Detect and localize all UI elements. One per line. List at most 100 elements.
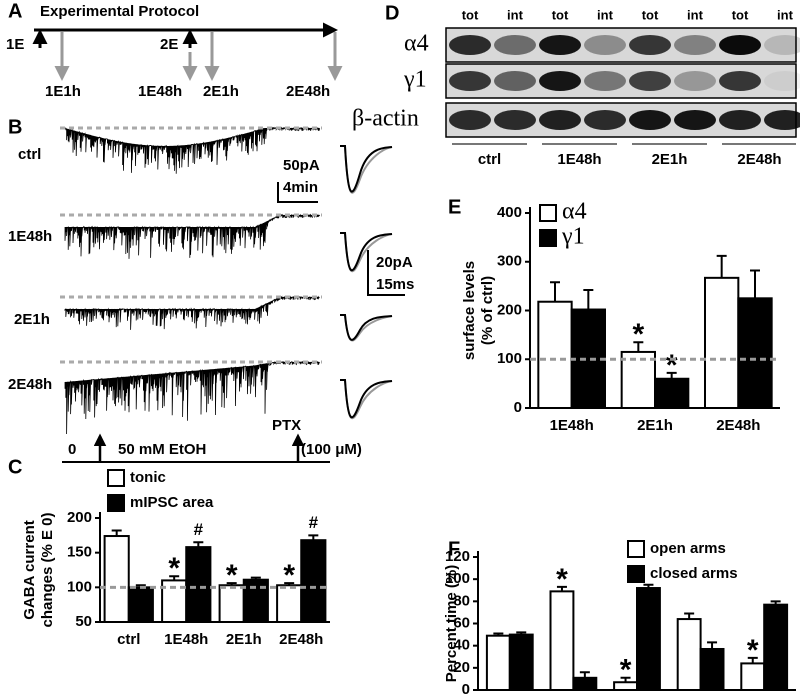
legend-swatch [539,229,557,247]
error-bar [716,254,727,278]
timepoint-label: 1E1h [45,83,81,100]
band [764,35,800,55]
significance-marker: # [194,520,204,539]
y-axis-label: surface levels [461,261,478,360]
band [584,35,626,55]
timepoint-label: 2E1h [203,83,239,100]
panel-label: F [448,538,460,560]
bar [485,634,511,691]
y-tick-label: 20 [453,659,470,676]
legend-swatch [107,469,125,487]
y-tick-label: 100 [445,570,470,587]
bar [572,676,598,692]
y-tick-label: 0 [462,681,470,695]
y-tick-label: 400 [497,204,522,221]
significance-marker: * [747,634,759,667]
lane-label: int [507,7,524,22]
error-bar [684,612,695,620]
drug-label: 50 mM EtOH [118,441,206,458]
error-bar [193,541,204,548]
trace [64,295,320,330]
average-current [340,379,393,419]
bar [103,535,130,624]
trace [64,126,320,174]
error-bar [226,582,237,586]
lane-label: tot [732,7,749,22]
blocker-label: PTX [272,417,301,434]
legend-label: mIPSC area [130,494,214,511]
error-bar [620,676,631,683]
average-current [340,379,393,419]
error-bar [770,600,781,605]
bar [737,297,773,409]
bar [654,377,690,409]
trace-label: 1E48h [8,228,52,245]
significance-marker: * [556,563,568,596]
y-tick-label: 200 [67,509,92,526]
timepoint-label: 2E48h [286,83,330,100]
start-label: 0 [68,441,76,458]
y-tick-label: 120 [445,548,470,565]
trace-label: 2E1h [14,311,50,328]
traces [60,126,393,435]
legend-swatch [107,494,125,512]
y-axis-label: (% of ctrl) [479,276,496,345]
legend-label: α4 [562,199,587,225]
scale-label: 20pA [376,254,413,271]
significance-marker: * [168,552,180,585]
bar [127,586,154,623]
scale-bar [277,182,318,203]
error-bar [579,671,590,678]
legend-swatch [627,540,645,558]
x-tick-label: ctrl [117,631,140,648]
band [674,35,716,55]
band [629,110,671,130]
lane-label: tot [552,7,569,22]
panel-label: E [448,196,461,218]
significance-marker: # [309,513,319,532]
blocker-label: (100 μM) [301,441,362,458]
protocol-title: Experimental Protocol [40,3,199,20]
band [764,110,800,130]
panel-label: C [8,456,22,478]
bar [508,633,534,691]
dose-label: 1E [6,36,24,53]
error-bar [750,269,760,299]
y-axis-label: GABA current [21,520,38,619]
bar [549,590,575,692]
y-tick-label: 60 [453,614,470,631]
bar [740,662,766,692]
average-current [340,232,393,272]
bar [276,584,303,624]
error-bar [583,289,594,310]
band [449,71,491,91]
error-bar [284,582,295,586]
band [764,71,800,91]
scale-label: 50pA [283,157,320,174]
error-bar [707,641,718,649]
band [629,35,671,55]
band [494,71,536,91]
y-tick-label: 300 [497,253,522,270]
bar [704,276,740,409]
error-bar [556,585,567,592]
bar [636,587,661,691]
y-tick-label: 200 [497,301,522,318]
band [539,35,581,55]
band [719,110,761,130]
panel-label: B [8,116,22,138]
significance-marker: * [666,349,678,382]
legend-label: γ1 [561,224,585,250]
y-axis-label: changes (% E 0) [39,512,56,627]
group-label: 2E1h [652,151,688,168]
bar [185,546,212,623]
significance-marker: * [632,318,644,351]
bar [699,647,725,691]
significance-marker: * [283,559,295,592]
lane-label: tot [462,7,479,22]
error-bar [747,656,758,664]
band [539,71,581,91]
protein-label: β-actin [352,106,419,132]
